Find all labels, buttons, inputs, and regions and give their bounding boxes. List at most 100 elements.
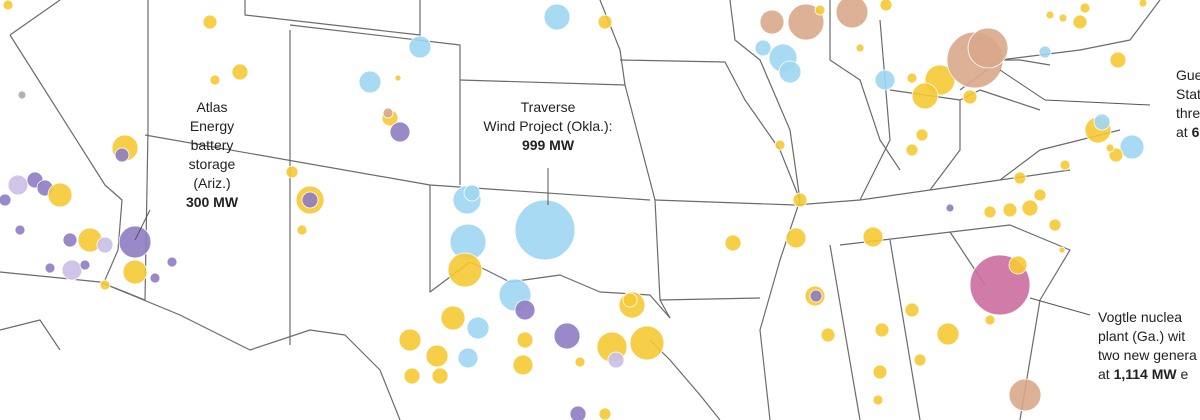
plant-circle [1008, 378, 1042, 412]
plant-circle [984, 314, 996, 326]
plant-circle [574, 356, 586, 368]
plant-circle [440, 305, 466, 331]
plant-circle [408, 35, 432, 59]
annotation-line: (Ariz.) [193, 175, 230, 191]
plant-circle [301, 191, 319, 209]
plant-circle [61, 259, 83, 281]
plant-circle [209, 74, 221, 86]
annotation-line: plant (Ga.) wit [1098, 328, 1185, 344]
plant-circle [457, 347, 479, 369]
annotation-line: three [1176, 105, 1200, 121]
plant-circle [724, 234, 742, 252]
annotation-line: Gue [1176, 67, 1200, 83]
plant-circle [516, 331, 534, 349]
plant-circle [855, 43, 865, 53]
plant-circle [62, 232, 78, 248]
plant-circle [17, 90, 27, 100]
plant-circle [569, 405, 587, 420]
plant-circle [79, 259, 91, 271]
annotation-line: at 1,114 MW e [1098, 366, 1188, 382]
plant-circle [1021, 199, 1039, 217]
annotation-text: Vogtle nuclea [1098, 309, 1182, 325]
plant-circle [202, 14, 218, 30]
plant-circle [463, 184, 481, 202]
annotation-line: Wind Project (Okla.): [483, 118, 612, 134]
power-plants [0, 0, 1148, 420]
plant-circle [915, 128, 929, 142]
plant-circle [1038, 45, 1052, 59]
plant-circle [874, 322, 890, 338]
annotation-text: Wind Project (Okla.): [483, 118, 612, 134]
annotation-text: 999 MW [522, 137, 575, 153]
annotation-text: Atlas [196, 99, 227, 115]
leader-lines [134, 69, 1151, 316]
plant-circle [7, 174, 29, 196]
plant-circle [1013, 171, 1027, 185]
plant-circle [1008, 255, 1028, 275]
state-borders [0, 0, 1161, 420]
plant-circle [149, 272, 161, 284]
plant-circle [553, 322, 581, 350]
annotation-line: at 6 [1176, 124, 1200, 140]
annotation-line: Stati [1176, 86, 1200, 102]
plant-circle [913, 353, 927, 367]
annotation-text: at [1098, 366, 1114, 382]
plant-circle [835, 0, 869, 29]
plant-circle [99, 279, 111, 291]
plant-circle [778, 60, 802, 84]
plant-circle [296, 224, 308, 236]
plant-circle [466, 316, 490, 340]
plant-circle [403, 367, 421, 385]
plant-circle [14, 224, 26, 236]
plant-circle [285, 165, 299, 179]
plant-circle [425, 344, 449, 368]
plant-circle [629, 325, 665, 361]
annotation-line: battery [191, 137, 234, 153]
plant-circle [431, 367, 449, 385]
plant-circle [543, 3, 571, 31]
plant-circle [47, 182, 73, 208]
plant-circle [1138, 0, 1148, 8]
plant-circle [1119, 134, 1145, 160]
annotation-text: e [1177, 366, 1189, 382]
plant-circle [945, 203, 955, 213]
plant-circle [1105, 143, 1115, 153]
annotation-text: Stati [1176, 86, 1200, 102]
plant-circle [911, 82, 939, 110]
plant-circle [1093, 113, 1111, 131]
plant-circle [358, 70, 382, 94]
annotation-text: three [1176, 105, 1200, 121]
plant-circle [166, 256, 178, 268]
annotation-line: two new genera [1098, 347, 1197, 363]
plant-circle [967, 27, 1009, 69]
annotation-line: storage [189, 156, 236, 172]
plant-circle [792, 192, 808, 208]
plant-circle [394, 74, 402, 82]
plant-circle [809, 289, 823, 303]
plant-circle [904, 302, 920, 318]
plant-circle [879, 0, 893, 12]
plant-circle [905, 143, 919, 157]
plant-circle [787, 3, 825, 41]
annotation-text: storage [189, 156, 236, 172]
plant-circle [398, 328, 422, 352]
plant-circle [382, 107, 394, 119]
annotation-text: 300 MW [186, 194, 239, 210]
plant-circle [514, 199, 576, 261]
plant-circle [862, 226, 884, 248]
plant-circle [1048, 218, 1062, 232]
plant-circle [1072, 14, 1088, 30]
plant-circle [118, 225, 152, 259]
annotation-line: 300 MW [186, 194, 239, 210]
annotation-line: Atlas [196, 99, 227, 115]
plant-circle [820, 327, 836, 343]
plant-circle [774, 139, 786, 151]
plant-circle [389, 121, 411, 143]
plant-circle [597, 14, 613, 30]
plant-circle [96, 236, 114, 254]
annotation-text: Traverse [521, 99, 576, 115]
plant-circle [2, 0, 14, 11]
plant-circle [872, 364, 888, 380]
plant-circle [754, 39, 772, 57]
annotation-line: Traverse [521, 99, 576, 115]
